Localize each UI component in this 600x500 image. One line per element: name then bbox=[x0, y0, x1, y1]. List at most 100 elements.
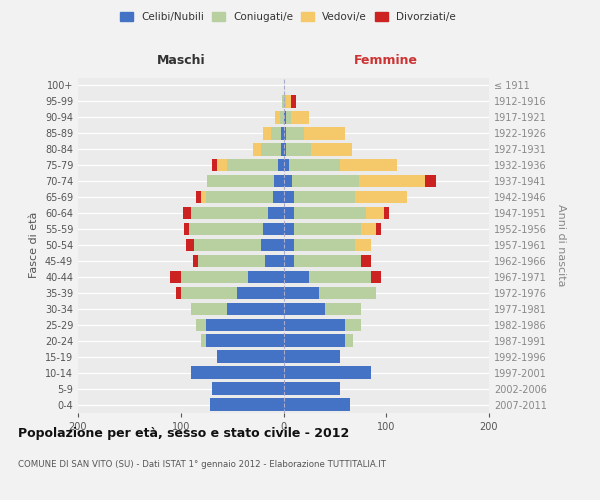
Bar bbox=[284, 350, 340, 363]
Bar bbox=[286, 95, 290, 108]
Bar bbox=[268, 207, 284, 220]
Bar bbox=[284, 95, 286, 108]
Bar bbox=[281, 127, 284, 140]
Bar bbox=[217, 350, 284, 363]
Bar bbox=[286, 143, 311, 156]
Bar bbox=[376, 223, 381, 235]
Bar bbox=[284, 207, 294, 220]
Bar bbox=[273, 191, 284, 203]
Bar bbox=[309, 270, 371, 283]
Bar bbox=[265, 254, 284, 267]
Bar bbox=[290, 111, 309, 124]
Bar bbox=[294, 191, 355, 203]
Bar bbox=[274, 175, 284, 188]
Bar bbox=[191, 302, 227, 315]
Bar bbox=[284, 223, 294, 235]
Bar bbox=[290, 95, 296, 108]
Bar bbox=[294, 254, 361, 267]
Bar bbox=[181, 286, 237, 299]
Bar bbox=[286, 127, 304, 140]
Bar bbox=[227, 302, 284, 315]
Bar bbox=[176, 286, 181, 299]
Text: Maschi: Maschi bbox=[157, 54, 205, 67]
Bar bbox=[284, 366, 371, 379]
Bar bbox=[194, 239, 261, 251]
Bar bbox=[261, 239, 284, 251]
Bar bbox=[284, 191, 294, 203]
Bar bbox=[281, 143, 284, 156]
Bar bbox=[311, 143, 352, 156]
Y-axis label: Anni di nascita: Anni di nascita bbox=[556, 204, 566, 286]
Bar bbox=[209, 398, 284, 410]
Bar bbox=[294, 207, 366, 220]
Bar bbox=[193, 254, 198, 267]
Bar bbox=[284, 302, 325, 315]
Bar bbox=[217, 159, 227, 172]
Bar bbox=[206, 318, 284, 331]
Bar bbox=[196, 191, 202, 203]
Bar bbox=[206, 191, 273, 203]
Bar bbox=[181, 270, 248, 283]
Text: COMUNE DI SAN VITO (SU) - Dati ISTAT 1° gennaio 2012 - Elaborazione TUTTITALIA.I: COMUNE DI SAN VITO (SU) - Dati ISTAT 1° … bbox=[18, 460, 386, 469]
Bar bbox=[212, 382, 284, 395]
Bar bbox=[284, 239, 294, 251]
Bar bbox=[284, 382, 340, 395]
Bar bbox=[183, 207, 191, 220]
Y-axis label: Fasce di età: Fasce di età bbox=[29, 212, 39, 278]
Bar bbox=[206, 334, 284, 347]
Text: Femmine: Femmine bbox=[354, 54, 418, 67]
Bar bbox=[227, 159, 278, 172]
Bar bbox=[263, 223, 284, 235]
Bar bbox=[186, 239, 194, 251]
Bar bbox=[284, 127, 286, 140]
Bar bbox=[292, 175, 359, 188]
Bar bbox=[325, 302, 361, 315]
Bar bbox=[355, 191, 407, 203]
Bar bbox=[284, 159, 289, 172]
Bar bbox=[340, 159, 397, 172]
Bar bbox=[280, 111, 284, 124]
Bar bbox=[284, 270, 309, 283]
Bar bbox=[202, 334, 206, 347]
Bar bbox=[284, 398, 350, 410]
Bar bbox=[345, 334, 353, 347]
Bar bbox=[253, 143, 261, 156]
Bar bbox=[170, 270, 181, 283]
Bar bbox=[196, 318, 206, 331]
Bar bbox=[319, 286, 376, 299]
Bar bbox=[294, 223, 361, 235]
Bar bbox=[284, 334, 345, 347]
Bar bbox=[284, 254, 294, 267]
Bar bbox=[366, 207, 384, 220]
Bar bbox=[345, 318, 361, 331]
Bar bbox=[278, 159, 284, 172]
Bar bbox=[355, 239, 371, 251]
Bar bbox=[191, 207, 268, 220]
Bar bbox=[202, 191, 206, 203]
Bar bbox=[283, 95, 284, 108]
Bar bbox=[261, 143, 281, 156]
Legend: Celibi/Nubili, Coniugati/e, Vedovi/e, Divorziati/e: Celibi/Nubili, Coniugati/e, Vedovi/e, Di… bbox=[116, 8, 460, 26]
Bar bbox=[384, 207, 389, 220]
Bar bbox=[271, 127, 281, 140]
Bar bbox=[289, 159, 340, 172]
Bar bbox=[275, 111, 280, 124]
Bar bbox=[284, 111, 286, 124]
Text: Popolazione per età, sesso e stato civile - 2012: Popolazione per età, sesso e stato civil… bbox=[18, 428, 349, 440]
Bar bbox=[184, 223, 189, 235]
Bar bbox=[304, 127, 345, 140]
Bar bbox=[284, 143, 286, 156]
Bar bbox=[284, 175, 292, 188]
Bar bbox=[198, 254, 265, 267]
Bar bbox=[208, 175, 274, 188]
Bar bbox=[361, 254, 371, 267]
Bar bbox=[263, 127, 271, 140]
Bar bbox=[284, 318, 345, 331]
Bar bbox=[191, 366, 284, 379]
Bar bbox=[361, 223, 376, 235]
Bar bbox=[284, 286, 319, 299]
Bar bbox=[294, 239, 355, 251]
Bar bbox=[189, 223, 263, 235]
Bar bbox=[212, 159, 217, 172]
Bar bbox=[248, 270, 284, 283]
